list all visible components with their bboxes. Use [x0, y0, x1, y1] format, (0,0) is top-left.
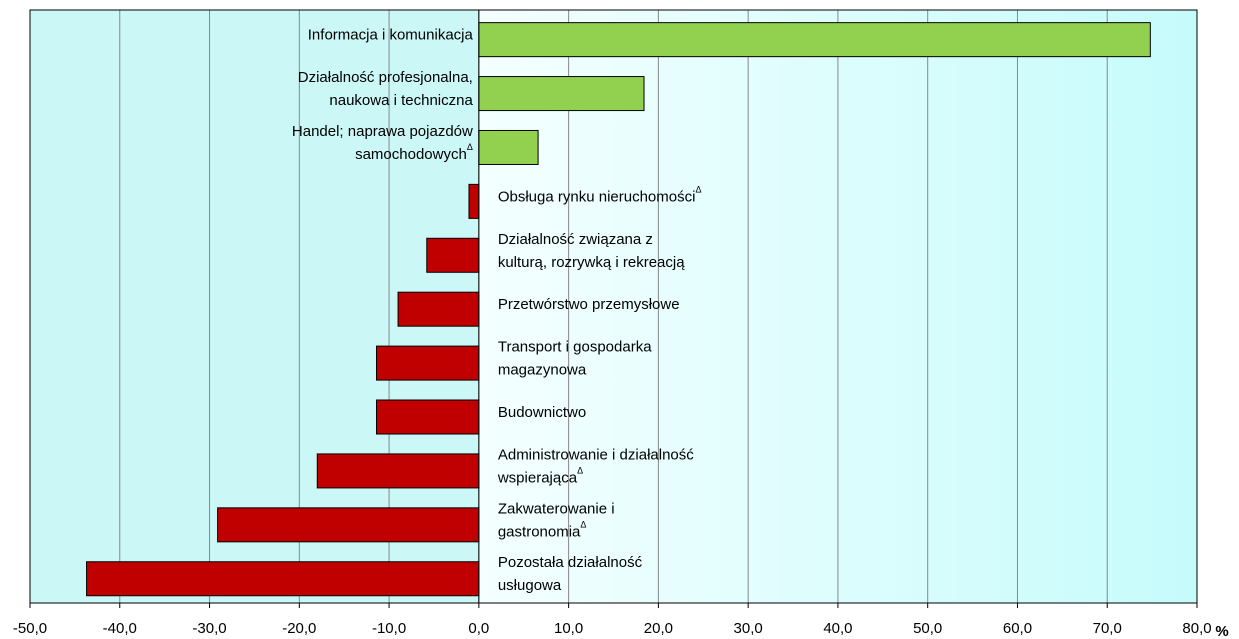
x-tick-label: 50,0 — [913, 620, 942, 637]
bar — [478, 22, 1151, 58]
category-label: magazynowa — [498, 362, 587, 379]
bar — [468, 183, 480, 219]
category-label: samochodowychΔ — [355, 142, 473, 163]
x-tick-label: 40,0 — [823, 620, 852, 637]
bar — [478, 129, 539, 165]
category-label: Budownictwo — [498, 404, 586, 421]
category-label: Informacja i komunikacja — [308, 27, 474, 44]
category-label: wspierającaΔ — [497, 466, 583, 487]
category-label: usługowa — [498, 577, 562, 594]
x-tick-label: -20,0 — [282, 620, 316, 637]
x-tick-label: -10,0 — [372, 620, 406, 637]
bar — [217, 507, 480, 543]
category-label: Transport i gospodarka — [498, 339, 652, 356]
category-label: Handel; naprawa pojazdów — [292, 123, 473, 140]
category-label: Przetwórstwo przemysłowe — [498, 296, 680, 313]
category-label: gastronomiaΔ — [498, 520, 587, 541]
category-label: kulturą, rozrywką i rekreacją — [498, 254, 685, 271]
bar — [397, 291, 480, 327]
bar — [478, 76, 645, 112]
bar — [316, 453, 480, 489]
x-tick-label: 0,0 — [468, 620, 489, 637]
bar — [86, 561, 480, 597]
bar — [376, 345, 480, 381]
category-label: Działalność profesjonalna, — [298, 69, 473, 86]
category-label: Pozostała działalność — [498, 554, 643, 571]
category-label: Administrowanie i działalność — [498, 446, 694, 463]
x-tick-label: 10,0 — [554, 620, 583, 637]
x-tick-label: -40,0 — [103, 620, 137, 637]
x-tick-label: 80,0 — [1182, 620, 1211, 637]
x-tick-label: 60,0 — [1003, 620, 1032, 637]
category-label: Działalność związana z — [498, 231, 653, 248]
x-tick-label: 30,0 — [734, 620, 763, 637]
x-tick-label: -50,0 — [13, 620, 47, 637]
bar — [426, 237, 480, 273]
category-label: Obsługa rynku nieruchomościΔ — [498, 185, 702, 206]
x-tick-label: 20,0 — [644, 620, 673, 637]
x-tick-label: -30,0 — [192, 620, 226, 637]
plot-border — [29, 9, 1198, 604]
x-tick-label: 70,0 — [1093, 620, 1122, 637]
x-axis-label: % — [1215, 623, 1228, 639]
bar — [376, 399, 480, 435]
category-label: Zakwaterowanie i — [498, 500, 615, 517]
category-label: naukowa i techniczna — [329, 92, 473, 109]
